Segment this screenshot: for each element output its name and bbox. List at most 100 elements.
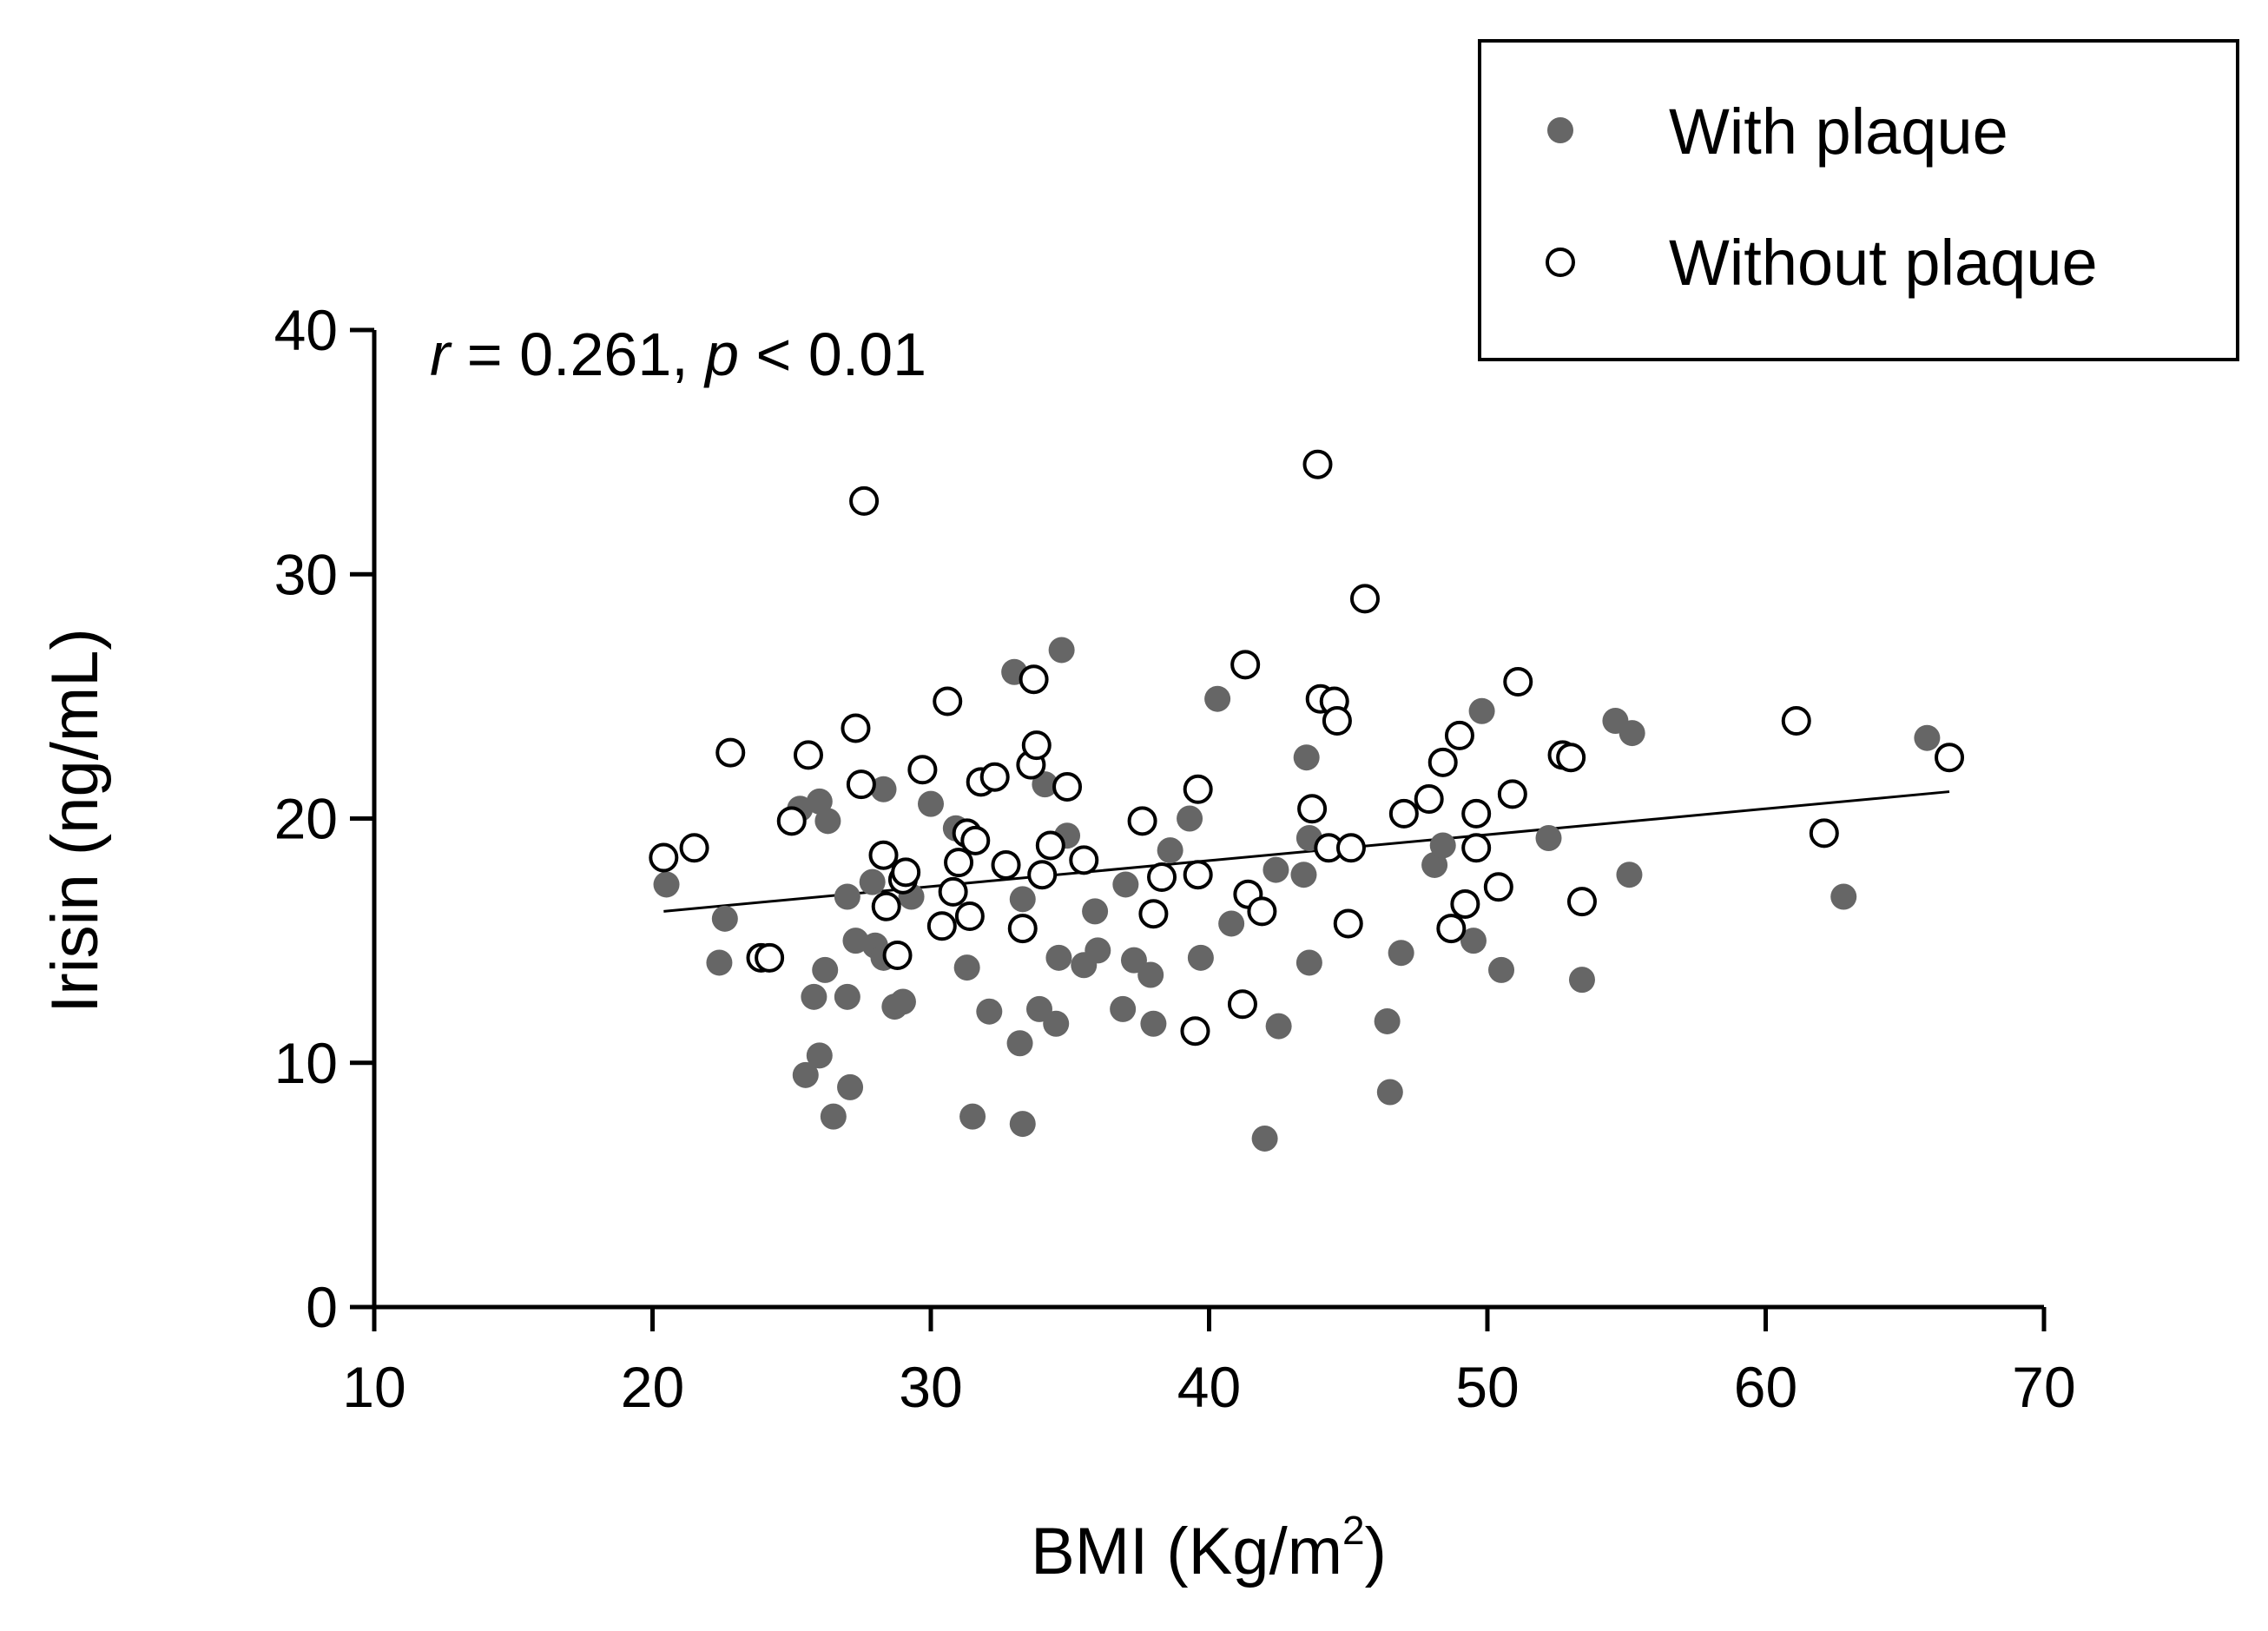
point-with-plaque (1914, 724, 1941, 751)
point-with-plaque (1140, 1010, 1167, 1037)
point-with-plaque (842, 928, 869, 954)
legend-label-without-plaque: Without plaque (1669, 227, 2098, 299)
point-without-plaque (1444, 720, 1474, 750)
point-without-plaque (944, 848, 974, 878)
point-without-plaque (979, 762, 1010, 792)
point-with-plaque (1429, 832, 1456, 859)
point-without-plaque (776, 806, 807, 836)
axes (372, 330, 2044, 1310)
legend-marker-with-plaque (1547, 117, 1573, 143)
point-with-plaque (1137, 961, 1164, 988)
point-without-plaque (755, 942, 785, 973)
point-with-plaque (1157, 837, 1183, 864)
x-axis-label-suffix: ) (1365, 1515, 1387, 1588)
point-with-plaque (1085, 937, 1111, 964)
y-tick-label: 30 (274, 542, 338, 606)
point-with-plaque (1043, 1010, 1070, 1037)
point-with-plaque (1177, 805, 1203, 832)
point-without-plaque (938, 876, 968, 907)
point-with-plaque (889, 988, 916, 1015)
point-with-plaque (953, 954, 980, 981)
point-without-plaque (1333, 908, 1363, 939)
point-with-plaque (1265, 1013, 1292, 1040)
point-with-plaque (806, 1042, 833, 1069)
point-without-plaque (1007, 914, 1038, 944)
point-without-plaque (1781, 706, 1811, 736)
point-without-plaque (1335, 833, 1366, 863)
point-with-plaque (859, 868, 886, 895)
point-with-plaque (1218, 910, 1245, 937)
point-with-plaque (1616, 862, 1643, 888)
point-without-plaque (1138, 899, 1169, 929)
x-tick-label: 30 (899, 1355, 962, 1419)
y-tick-label: 10 (274, 1031, 338, 1095)
point-with-plaque (976, 998, 1003, 1025)
point-with-plaque (1120, 947, 1147, 974)
point-with-plaque (820, 1103, 847, 1130)
point-without-plaque (954, 901, 985, 931)
point-with-plaque (1296, 949, 1322, 976)
point-with-plaque (918, 790, 944, 817)
legend-box (1478, 39, 2239, 361)
y-ticks: 0 10 20 30 40 (274, 298, 374, 1339)
point-without-plaque (1069, 845, 1099, 875)
point-with-plaque (1293, 744, 1320, 771)
point-with-plaque (1025, 995, 1052, 1022)
point-without-plaque (1809, 818, 1839, 849)
x-axis-label-main: BMI (Kg/m (1031, 1515, 1342, 1588)
point-without-plaque (1183, 860, 1213, 890)
x-axis-label: BMI (Kg/m2) (1031, 1508, 1387, 1588)
point-with-plaque (1568, 967, 1595, 994)
point-without-plaque (960, 825, 991, 855)
point-with-plaque (1460, 928, 1487, 954)
point-without-plaque (1566, 887, 1597, 917)
point-with-plaque (1204, 685, 1231, 712)
x-tick-label: 40 (1177, 1355, 1241, 1419)
point-with-plaque (1048, 637, 1075, 664)
point-with-plaque (1619, 720, 1645, 747)
point-with-plaque (711, 905, 738, 932)
point-with-plaque (1488, 956, 1515, 983)
point-with-plaque (1032, 771, 1058, 798)
x-tick-label: 10 (342, 1355, 405, 1419)
point-without-plaque (1227, 989, 1257, 1020)
point-with-plaque (1468, 697, 1495, 724)
point-without-plaque (1556, 743, 1586, 773)
p-value: < 0.01 (739, 320, 926, 388)
x-tick-label: 50 (1455, 1355, 1519, 1419)
point-with-plaque (834, 883, 860, 910)
point-without-plaque (1021, 730, 1052, 761)
y-tick-label: 20 (274, 787, 338, 851)
correlation-annotation: r = 0.261, p < 0.01 (430, 320, 926, 388)
r-value: = 0.261, (450, 320, 705, 388)
point-with-plaque (1045, 944, 1072, 971)
point-without-plaque (891, 857, 921, 888)
legend-marker-without-plaque (1546, 248, 1575, 277)
point-without-plaque (679, 833, 709, 863)
point-without-plaque (841, 713, 871, 743)
point-without-plaque (846, 769, 876, 800)
point-without-plaque (871, 891, 901, 921)
point-without-plaque (1302, 449, 1333, 479)
point-without-plaque (1035, 830, 1065, 861)
point-with-plaque (837, 1073, 864, 1100)
point-with-plaque (706, 949, 733, 976)
y-tick-label: 0 (306, 1275, 338, 1339)
point-with-plaque (792, 1061, 819, 1088)
point-without-plaque (1461, 833, 1492, 863)
r-symbol: r (430, 320, 452, 388)
point-with-plaque (801, 983, 827, 1010)
point-without-plaque (1935, 743, 1965, 773)
point-with-plaque (814, 808, 841, 835)
point-with-plaque (653, 871, 680, 898)
point-without-plaque (1183, 774, 1213, 804)
point-without-plaque (793, 740, 823, 770)
x-tick-label: 70 (2012, 1355, 2075, 1419)
point-with-plaque (1009, 886, 1036, 913)
point-with-plaque (1251, 1125, 1278, 1152)
point-without-plaque (1019, 664, 1049, 695)
point-with-plaque (1187, 944, 1214, 971)
point-without-plaque (1247, 896, 1277, 927)
point-with-plaque (1388, 940, 1414, 967)
